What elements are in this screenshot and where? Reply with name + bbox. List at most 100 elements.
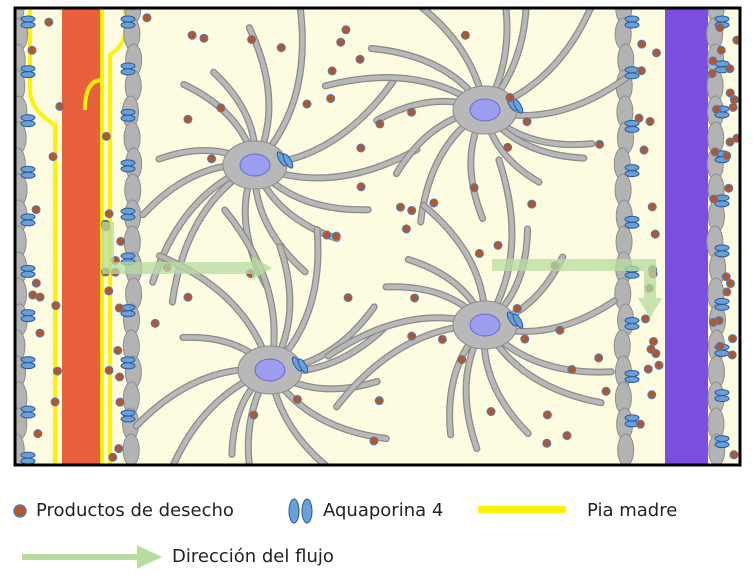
waste-particle (596, 140, 604, 148)
waste-particle (115, 445, 123, 453)
waste-particle (217, 104, 225, 112)
waste-particle (28, 46, 36, 54)
waste-particle (458, 356, 466, 364)
aquaporin (715, 390, 729, 396)
waste-particle (32, 279, 40, 287)
aquaporin (715, 245, 729, 251)
waste-particle (729, 103, 737, 111)
waste-particle (357, 144, 365, 152)
waste-particle (337, 38, 345, 46)
waste-particle (710, 195, 718, 203)
aquaporin (121, 109, 135, 115)
waste-particle (563, 432, 571, 440)
waste-particle (723, 152, 731, 160)
artery (62, 8, 102, 465)
aquaporin (625, 165, 639, 171)
legend-flow-icon (22, 550, 155, 564)
waste-particle (52, 302, 60, 310)
vein (665, 8, 708, 465)
waste-particle (408, 108, 416, 116)
waste-particle (323, 231, 331, 239)
waste-particle (523, 118, 531, 126)
waste-particle (640, 146, 648, 154)
waste-particle (188, 31, 196, 39)
waste-particle (470, 184, 478, 192)
waste-particle (411, 294, 419, 302)
aquaporin (625, 73, 639, 79)
waste-particle (117, 237, 125, 245)
aquaporin (21, 271, 35, 277)
waste-particle (655, 361, 663, 369)
waste-particle (504, 143, 512, 151)
aquaporin (21, 214, 35, 220)
aquaporin (121, 115, 135, 121)
aquaporin (121, 357, 135, 363)
waste-particle (487, 408, 495, 416)
aquaporin (625, 415, 639, 421)
waste-particle (556, 326, 564, 334)
waste-particle (293, 395, 301, 403)
aquaporin (121, 69, 135, 75)
waste-particle (638, 40, 646, 48)
aquaporin (121, 311, 135, 317)
diagram: Productos de desecho Aquaporina 4 Pia ma… (0, 0, 755, 575)
waste-particle (49, 153, 57, 161)
aquaporin (21, 458, 35, 464)
waste-particle (109, 453, 117, 461)
waste-particle (143, 14, 151, 22)
aquaporin (715, 304, 729, 310)
waste-particle (709, 318, 717, 326)
aquaporin (121, 22, 135, 28)
waste-particle (250, 411, 258, 419)
aquaporin (625, 272, 639, 278)
waste-particle (716, 24, 724, 32)
waste-particle (595, 354, 603, 362)
waste-particle (102, 132, 110, 140)
waste-particle (728, 351, 736, 359)
waste-particle (116, 373, 124, 381)
waste-particle (342, 26, 350, 34)
waste-particle (729, 335, 737, 343)
waste-particle (521, 335, 529, 343)
waste-particle (430, 199, 438, 207)
nucleus (470, 99, 500, 121)
legend-pia-icon (478, 506, 566, 513)
aquaporin (715, 396, 729, 402)
aquaporin (715, 350, 729, 356)
waste-particle (726, 138, 734, 146)
page: Productos de desecho Aquaporina 4 Pia ma… (0, 0, 755, 575)
waste-particle (438, 335, 446, 343)
waste-particle (712, 105, 720, 113)
aquaporin (21, 412, 35, 418)
nucleus (255, 359, 285, 381)
aquaporin (21, 220, 35, 226)
endfoot (618, 434, 634, 466)
aquaporin (625, 16, 639, 22)
aquaporin (21, 22, 35, 28)
aquaporin (625, 216, 639, 222)
aquaporin (625, 67, 639, 73)
waste-particle (709, 57, 717, 65)
waste-particle (602, 387, 610, 395)
waste-particle (184, 293, 192, 301)
waste-particle (637, 67, 645, 75)
waste-particle (105, 366, 113, 374)
waste-particle (328, 67, 336, 75)
waste-particle (730, 96, 738, 104)
waste-particle (717, 46, 725, 54)
aquaporin (121, 416, 135, 422)
waste-particle (303, 100, 311, 108)
aquaporin (625, 377, 639, 383)
aquaporin (715, 251, 729, 257)
waste-particle (344, 294, 352, 302)
aquaporin (121, 16, 135, 22)
waste-particle (730, 451, 738, 459)
waste-particle (208, 155, 216, 163)
aquaporin (625, 126, 639, 132)
waste-particle (723, 288, 731, 296)
waste-particle (568, 366, 576, 374)
waste-particle (105, 287, 113, 295)
waste-particle (506, 94, 514, 102)
waste-particle (716, 342, 724, 350)
waste-particle (651, 230, 659, 238)
